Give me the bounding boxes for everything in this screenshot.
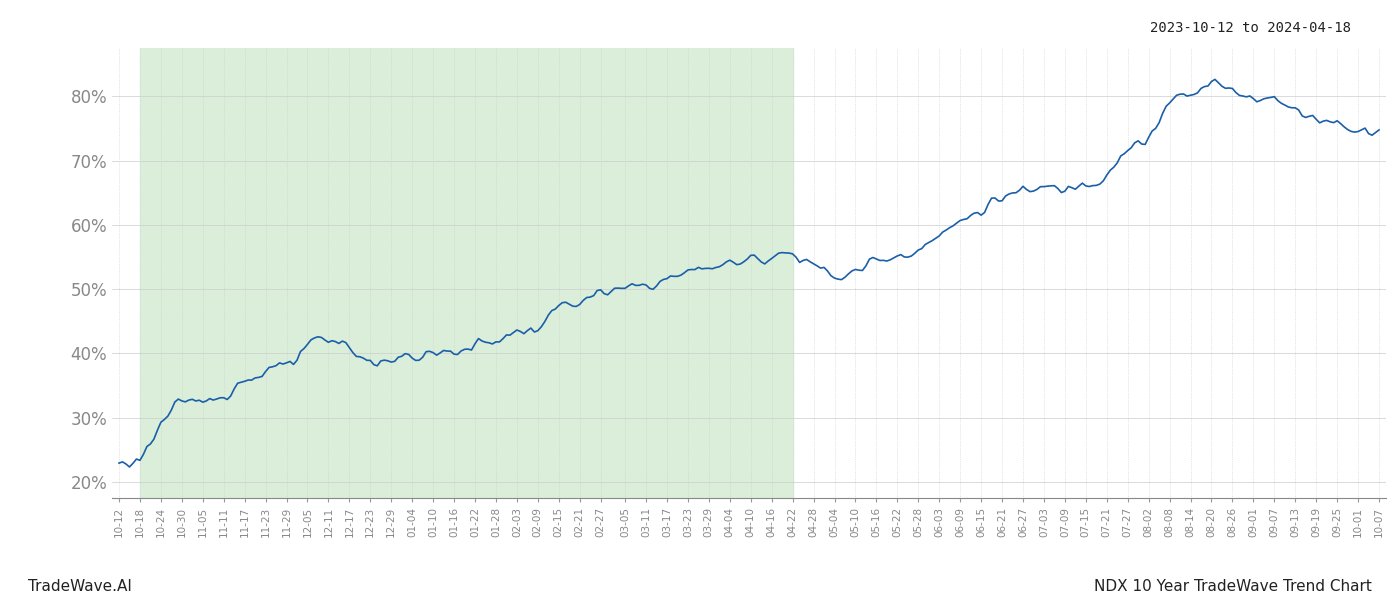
Text: 2023-10-12 to 2024-04-18: 2023-10-12 to 2024-04-18 (1149, 21, 1351, 35)
Bar (140, 48, 792, 498)
Text: TradeWave.AI: TradeWave.AI (28, 579, 132, 594)
Text: NDX 10 Year TradeWave Trend Chart: NDX 10 Year TradeWave Trend Chart (1095, 579, 1372, 594)
